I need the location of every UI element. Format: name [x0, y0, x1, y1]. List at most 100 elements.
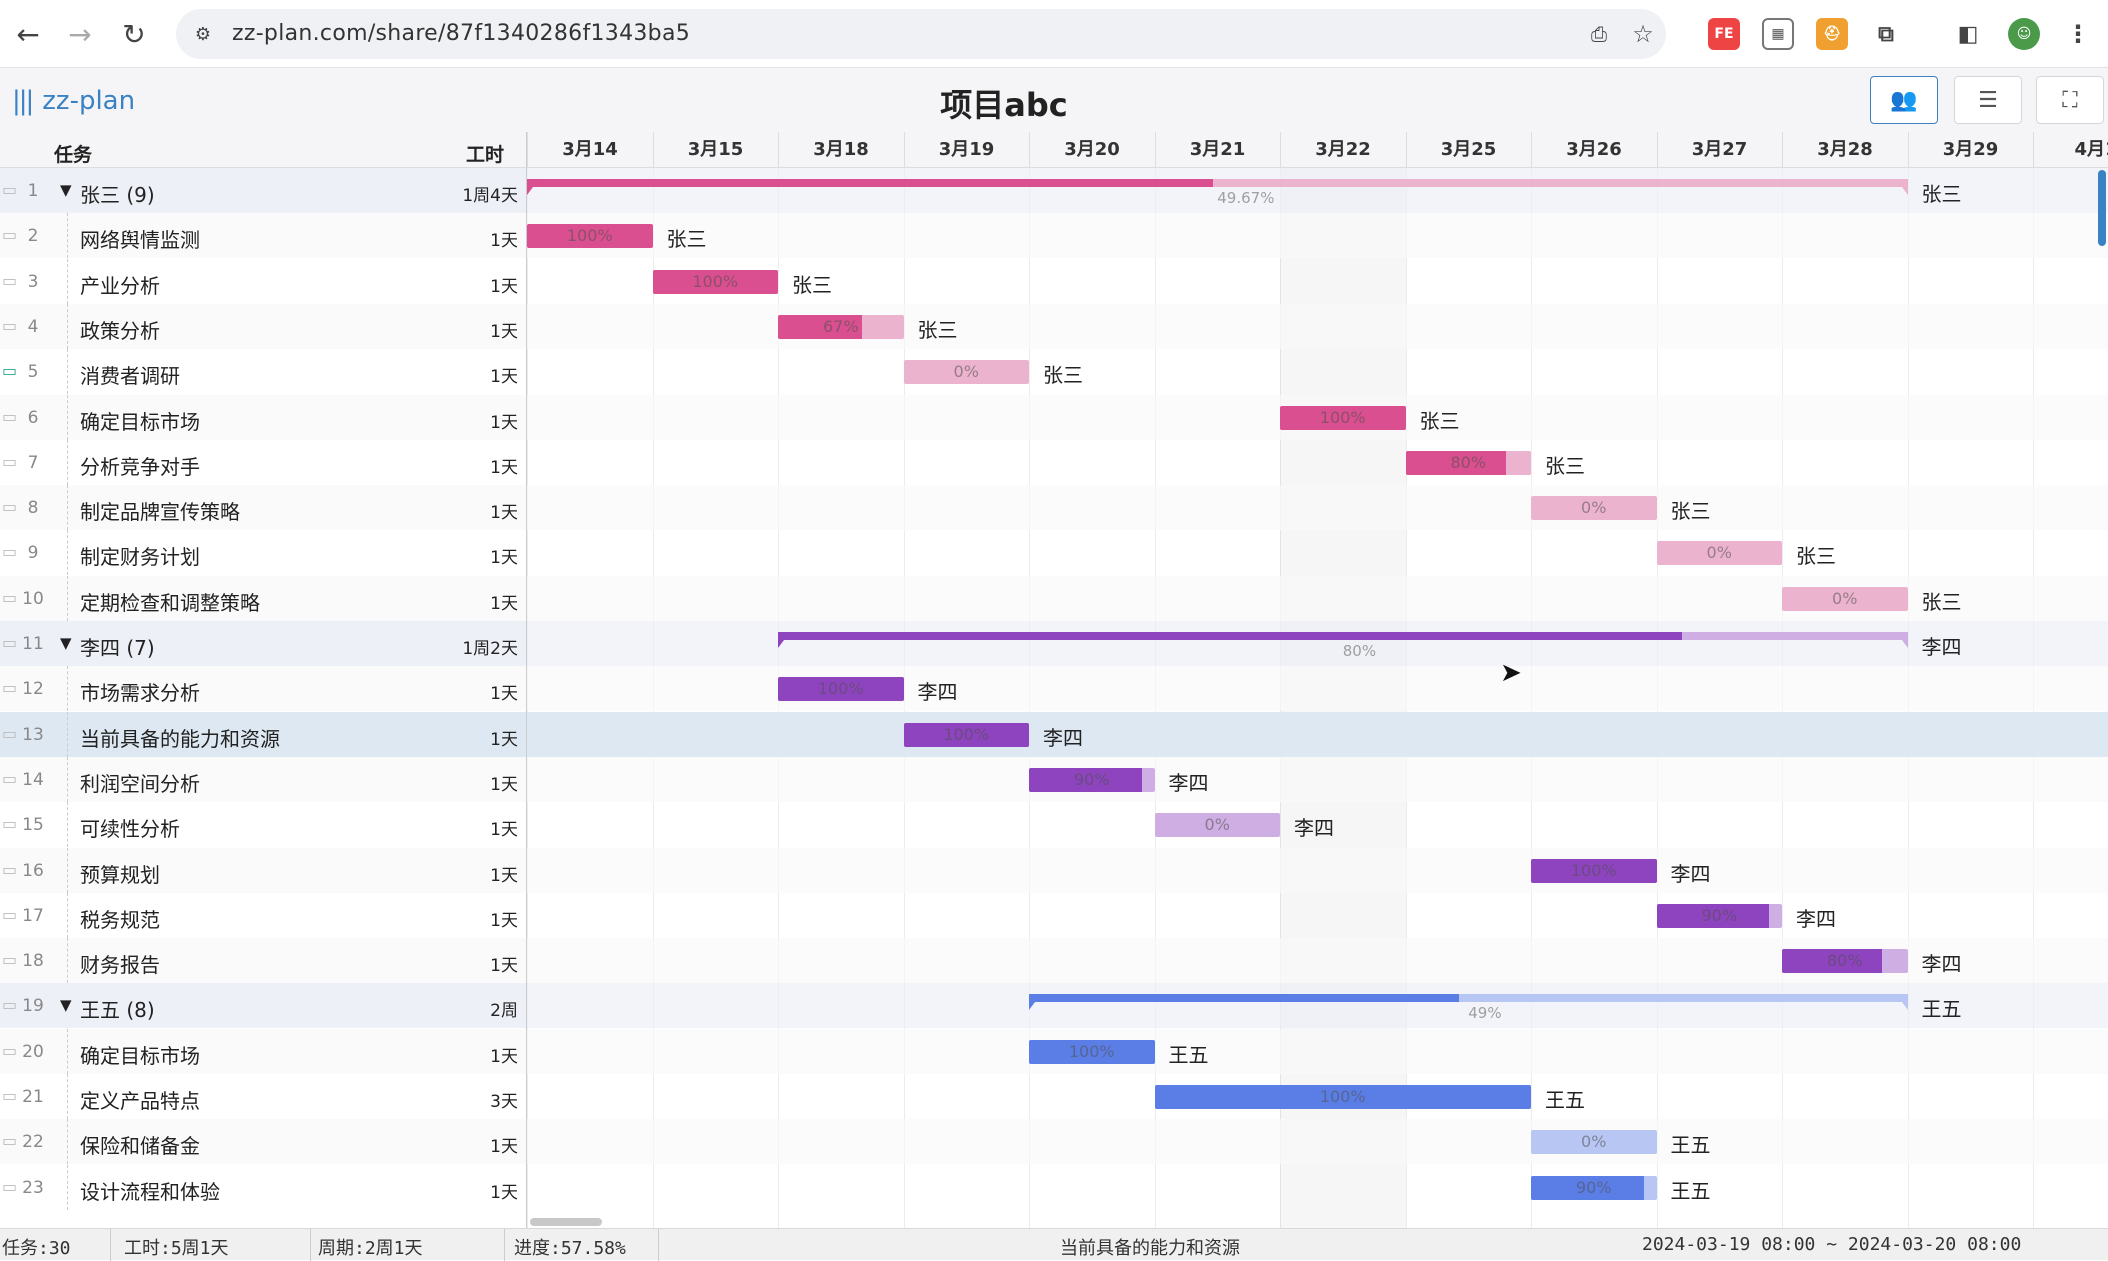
task-bar[interactable]: 90% [1029, 767, 1155, 792]
task-row[interactable]: ▭ 4 政策分析 1天 [0, 303, 526, 349]
task-row[interactable]: ▭ 9 制定财务计划 1天 [0, 530, 526, 576]
back-icon[interactable]: ← [16, 17, 40, 51]
extension-fe-icon[interactable]: FE [1708, 18, 1740, 50]
task-bar[interactable]: 100% [1154, 1085, 1531, 1109]
task-bar[interactable]: 100% [903, 722, 1029, 747]
task-bar[interactable]: 67% [778, 314, 904, 339]
comment-icon[interactable]: ▭ [2, 950, 18, 970]
task-row[interactable]: ▭ 6 确定目标市场 1天 [0, 394, 526, 440]
group-row[interactable]: ▭ 1 ▼ 张三 (9) 1周4天 [0, 168, 526, 213]
vertical-scrollbar[interactable] [2098, 170, 2106, 246]
collapse-caret-icon[interactable]: ▼ [60, 996, 72, 1015]
fullscreen-button[interactable]: ⛶ [2036, 76, 2104, 124]
task-bar[interactable]: 90% [1656, 903, 1782, 928]
comment-icon[interactable]: ▭ [2, 814, 18, 834]
task-name[interactable]: 可续性分析 [80, 817, 180, 842]
comment-icon[interactable]: ▭ [2, 1176, 18, 1196]
extension-qr-icon[interactable]: ▦ [1762, 18, 1794, 50]
task-name[interactable]: 制定财务计划 [80, 545, 200, 570]
comment-icon[interactable]: ▭ [2, 768, 18, 788]
task-name[interactable]: 产业分析 [80, 273, 160, 298]
task-bar[interactable]: 0% [1531, 1130, 1657, 1155]
comment-icon[interactable]: ▭ [2, 1131, 18, 1151]
task-bar[interactable]: 100% [778, 677, 904, 702]
task-row[interactable]: ▭ 16 预算规划 1天 [0, 847, 526, 893]
comment-icon[interactable]: ▭ [2, 587, 18, 607]
task-bar[interactable]: 100% [652, 269, 778, 294]
task-bar[interactable]: 100% [1029, 1039, 1155, 1064]
task-bar[interactable]: 0% [903, 360, 1029, 385]
task-bar[interactable]: 100% [1531, 858, 1657, 883]
task-name[interactable]: 保险和储备金 [80, 1134, 200, 1159]
comment-icon[interactable]: ▭ [2, 180, 18, 199]
forward-icon[interactable]: → [68, 17, 92, 51]
task-name[interactable]: 税务规范 [80, 907, 160, 932]
comment-icon[interactable]: ▭ [2, 633, 18, 652]
profile-avatar-icon[interactable]: ☺ [2008, 18, 2040, 50]
task-name[interactable]: 预算规划 [80, 862, 160, 887]
comment-icon[interactable]: ▭ [2, 225, 18, 245]
task-row[interactable]: ▭ 23 设计流程和体验 1天 [0, 1164, 526, 1210]
group-row[interactable]: ▭ 19 ▼ 王五 (8) 2周 [0, 983, 526, 1029]
comment-icon[interactable]: ▭ [2, 270, 18, 290]
task-bar[interactable]: 90% [1531, 1175, 1657, 1200]
comment-icon[interactable]: ▭ [2, 451, 18, 471]
collapse-caret-icon[interactable]: ▼ [60, 634, 72, 652]
task-bar[interactable]: 100% [1280, 405, 1406, 430]
task-name[interactable]: 网络舆情监测 [80, 228, 200, 253]
extensions-puzzle-icon[interactable]: ⧉ [1870, 18, 1902, 50]
task-name[interactable]: 利润空间分析 [80, 771, 200, 796]
task-bar[interactable]: 0% [1656, 541, 1782, 566]
task-name[interactable]: 政策分析 [80, 318, 160, 343]
task-row[interactable]: ▭ 22 保险和储备金 1天 [0, 1119, 526, 1165]
task-row[interactable]: ▭ 7 分析竞争对手 1天 [0, 439, 526, 485]
task-row[interactable]: ▭ 2 网络舆情监测 1天 [0, 213, 526, 259]
side-panel-icon[interactable]: ◧ [1952, 18, 1984, 50]
site-settings-icon[interactable]: ⚙ [194, 23, 212, 45]
task-row[interactable]: ▭ 14 利润空间分析 1天 [0, 756, 526, 802]
task-bar[interactable]: 0% [1154, 813, 1280, 838]
group-summary-bar[interactable]: 80% [778, 632, 1908, 660]
task-name[interactable]: 当前具备的能力和资源 [80, 726, 280, 751]
group-summary-bar[interactable]: 49% [1029, 994, 1908, 1022]
task-bar[interactable]: 0% [1531, 496, 1657, 521]
people-view-button[interactable]: 👥 [1870, 76, 1938, 124]
comment-icon[interactable]: ▭ [2, 406, 18, 426]
task-name[interactable]: 确定目标市场 [80, 1043, 200, 1068]
comment-icon[interactable]: ▭ [2, 678, 18, 698]
more-menu-icon[interactable]: ⋮ [2062, 18, 2094, 50]
task-name[interactable]: 制定品牌宣传策略 [80, 500, 240, 525]
collapse-caret-icon[interactable]: ▼ [60, 181, 72, 199]
comment-icon[interactable]: ▭ [2, 904, 18, 924]
task-name[interactable]: 消费者调研 [80, 364, 180, 389]
task-row[interactable]: ▭ 18 财务报告 1天 [0, 938, 526, 984]
list-view-button[interactable]: ☰ [1954, 76, 2022, 124]
task-row[interactable]: ▭ 21 定义产品特点 3天 [0, 1074, 526, 1119]
task-name[interactable]: 张三 (9) [80, 183, 155, 207]
horizontal-scrollbar[interactable] [530, 1218, 602, 1226]
task-bar[interactable]: 80% [1782, 949, 1908, 974]
group-row[interactable]: ▭ 11 ▼ 李四 (7) 1周2天 [0, 621, 526, 666]
task-name[interactable]: 定义产品特点 [80, 1089, 200, 1113]
task-row[interactable]: ▭ 17 税务规范 1天 [0, 892, 526, 938]
task-bar[interactable]: 100% [527, 224, 653, 249]
task-name[interactable]: 王五 (8) [80, 998, 155, 1023]
task-bar[interactable]: 0% [1782, 586, 1908, 611]
task-name[interactable]: 财务报告 [80, 953, 160, 978]
reload-icon[interactable]: ↻ [122, 17, 146, 51]
comment-icon[interactable]: ▭ [2, 1040, 18, 1060]
task-name[interactable]: 确定目标市场 [80, 409, 200, 434]
bookmark-star-icon[interactable]: ☆ [1632, 20, 1654, 48]
comment-icon[interactable]: ▭ [2, 315, 18, 335]
extension-helmet-icon[interactable]: ⛑ [1816, 18, 1848, 50]
address-bar[interactable]: ⚙ zz-plan.com/share/87f1340286f1343ba5 ⎙… [176, 9, 1666, 59]
task-row[interactable]: ▭ 15 可续性分析 1天 [0, 802, 526, 848]
install-app-icon[interactable]: ⎙ [1591, 22, 1607, 46]
group-summary-bar[interactable]: 49.67% [527, 179, 1908, 207]
task-row[interactable]: ▭ 20 确定目标市场 1天 [0, 1028, 526, 1074]
task-name[interactable]: 分析竞争对手 [80, 454, 200, 479]
task-row[interactable]: ▭ 10 定期检查和调整策略 1天 [0, 575, 526, 621]
comment-icon[interactable]: ▭ [2, 1086, 18, 1105]
task-row[interactable]: ▭ 13 当前具备的能力和资源 1天 [0, 711, 526, 757]
task-row[interactable]: ▭ 12 市场需求分析 1天 [0, 666, 526, 712]
